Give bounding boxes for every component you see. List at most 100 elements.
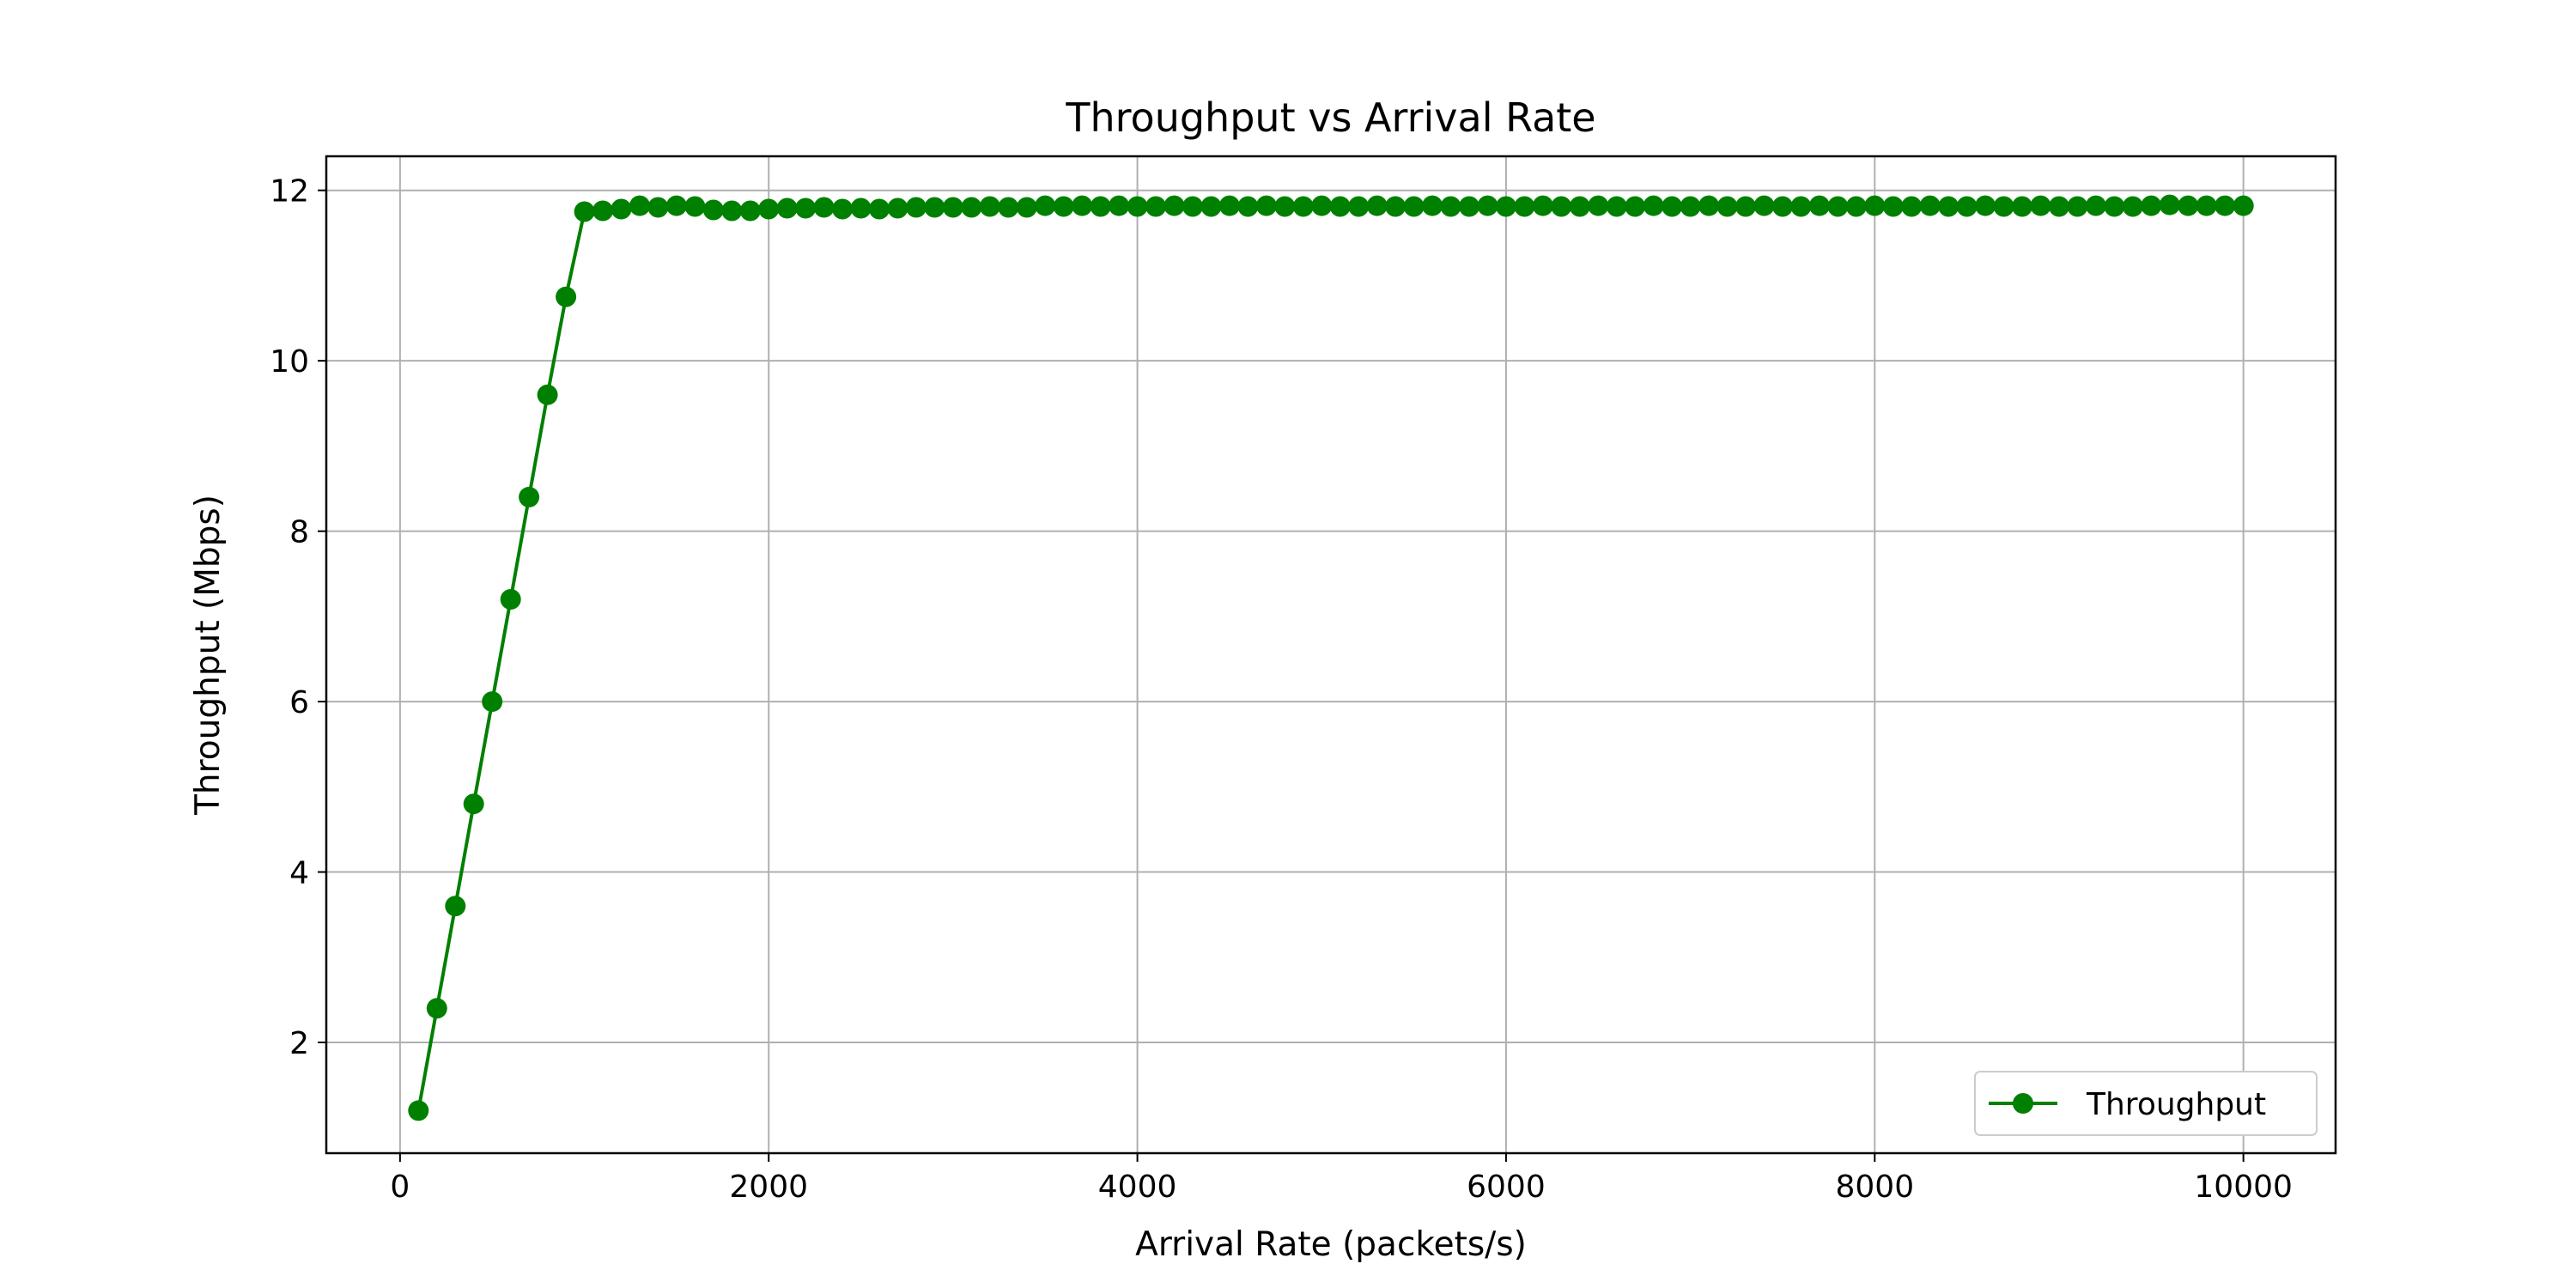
data-point [1145,196,1167,217]
plot-frame [325,155,2337,1155]
legend-marker-swatch [2013,1093,2033,1114]
data-point [1662,196,1683,217]
data-point [906,197,927,218]
data-point [1532,195,1553,216]
data-point [556,286,577,307]
data-point [1163,195,1185,216]
data-point [1422,195,1443,216]
data-point [592,200,613,222]
data-point [979,196,1000,217]
data-point [482,691,503,713]
data-point [463,793,484,815]
data-point [1901,196,1923,217]
data-point [1551,196,1572,217]
data-point [1127,196,1148,217]
data-point [426,998,447,1019]
y-tick-label: 12 [270,174,309,210]
data-point [2030,195,2051,216]
data-point [1919,195,1941,216]
data-point [942,197,963,218]
data-point [1495,196,1516,217]
data-point [795,197,817,219]
data-point [850,197,872,219]
data-point [408,1100,429,1121]
data-point [1845,196,1867,217]
data-point [1016,197,1037,218]
data-point [1569,196,1590,217]
data-point [2067,196,2088,217]
data-point [2215,195,2236,216]
data-point [1292,196,1314,217]
data-point [1311,195,1333,216]
x-tick-label: 4000 [1098,1170,1177,1205]
y-tick-label: 6 [289,685,309,720]
data-point [2012,196,2032,217]
data-point [1403,196,1425,217]
data-point [1588,195,1609,216]
data-point [2141,195,2162,216]
data-point [813,197,835,218]
data-point [1864,195,1886,216]
legend-label: Throughput [2086,1087,2266,1122]
data-point [1366,195,1388,216]
data-point [1514,196,1535,217]
data-point [1182,196,1203,217]
data-point [1237,196,1259,217]
data-point [1053,196,1074,217]
data-point [2178,195,2199,216]
data-point [832,198,854,220]
data-point [611,198,632,220]
data-point [1625,196,1646,217]
data-point [1385,196,1406,217]
data-point [2196,195,2217,216]
data-point [869,198,890,220]
x-tick-label: 10000 [2194,1170,2293,1205]
data-point [924,197,945,218]
data-point [1348,196,1370,217]
data-point [1090,196,1111,217]
data-point [2085,195,2106,216]
data-point [1680,196,1701,217]
data-point [998,197,1019,218]
data-point [1200,196,1222,217]
data-point [445,896,466,917]
data-point [500,589,521,610]
data-point [1035,195,1056,216]
chart-title: Throughput vs Arrival Rate [1065,94,1595,141]
y-tick-label: 10 [270,344,309,380]
grid [326,156,2336,1153]
data-point [574,201,595,222]
data-point [702,199,724,221]
data-point [1790,196,1812,217]
data-point [1643,195,1664,216]
ticks: 0 2000 4000 6000 8000 10000 2 4 6 8 10 12 [270,174,2293,1205]
y-tick-label: 4 [289,856,309,891]
data-point [1938,196,1959,217]
data-point [739,200,761,222]
x-tick-label: 2000 [729,1170,808,1205]
data-point [1753,195,1775,216]
data-point [1808,195,1830,216]
data-point [1072,195,1093,216]
data-point [1255,195,1277,216]
data-point [1477,195,1498,216]
data-point [721,200,743,222]
data-point [1459,196,1479,217]
data-point [684,196,706,217]
data-point [2159,194,2180,216]
data-point [1827,196,1849,217]
data-point [519,486,540,507]
legend: Throughput [1974,1071,2318,1136]
series-layer [408,194,2254,1121]
data-point [1329,196,1351,217]
x-tick-label: 0 [390,1170,410,1205]
data-point [1975,195,1996,216]
data-point [2104,196,2125,217]
data-point [2122,196,2143,217]
data-point [1772,196,1793,217]
data-point [776,197,798,219]
data-point [665,195,687,216]
data-point [1606,196,1627,217]
data-point [1956,196,1978,217]
